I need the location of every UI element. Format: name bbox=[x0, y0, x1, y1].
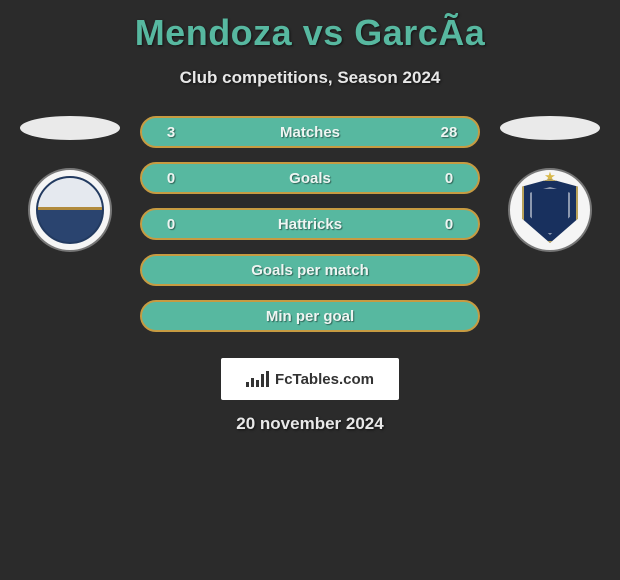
page-subtitle: Club competitions, Season 2024 bbox=[0, 68, 620, 88]
stat-bar-matches: 3 Matches 28 bbox=[140, 116, 480, 148]
left-team-crest bbox=[28, 168, 112, 252]
stat-right-value: 0 bbox=[434, 170, 464, 187]
shield-icon bbox=[522, 179, 578, 243]
stat-label: Matches bbox=[186, 124, 434, 141]
stat-bar-goals: 0 Goals 0 bbox=[140, 162, 480, 194]
right-ellipse bbox=[500, 116, 600, 140]
stat-label: Min per goal bbox=[186, 308, 434, 325]
main-row: 3 Matches 28 0 Goals 0 0 Hattricks 0 Goa… bbox=[0, 116, 620, 332]
stat-label: Goals per match bbox=[186, 262, 434, 279]
stats-column: 3 Matches 28 0 Goals 0 0 Hattricks 0 Goa… bbox=[140, 116, 480, 332]
stat-bar-goals-per-match: Goals per match bbox=[140, 254, 480, 286]
stat-left-value: 3 bbox=[156, 124, 186, 141]
stat-right-value: 28 bbox=[434, 124, 464, 141]
root-container: Mendoza vs GarcÃ­a Club competitions, Se… bbox=[0, 0, 620, 434]
right-crest-graphic: ★ bbox=[519, 173, 581, 247]
left-badge-column bbox=[20, 116, 120, 252]
right-badge-column: ★ bbox=[500, 116, 600, 252]
page-title: Mendoza vs GarcÃ­a bbox=[0, 12, 620, 54]
stat-bar-min-per-goal: Min per goal bbox=[140, 300, 480, 332]
footer-date: 20 november 2024 bbox=[0, 414, 620, 434]
stat-left-value: 0 bbox=[156, 170, 186, 187]
stat-bar-hattricks: 0 Hattricks 0 bbox=[140, 208, 480, 240]
stat-left-value: 0 bbox=[156, 216, 186, 233]
left-ellipse bbox=[20, 116, 120, 140]
left-crest-graphic bbox=[36, 176, 104, 244]
stat-right-value: 0 bbox=[434, 216, 464, 233]
stat-label: Goals bbox=[186, 170, 434, 187]
brand-box: FcTables.com bbox=[221, 358, 399, 400]
right-team-crest: ★ bbox=[508, 168, 592, 252]
brand-text: FcTables.com bbox=[275, 371, 374, 388]
bar-chart-icon bbox=[246, 371, 269, 387]
stat-label: Hattricks bbox=[186, 216, 434, 233]
